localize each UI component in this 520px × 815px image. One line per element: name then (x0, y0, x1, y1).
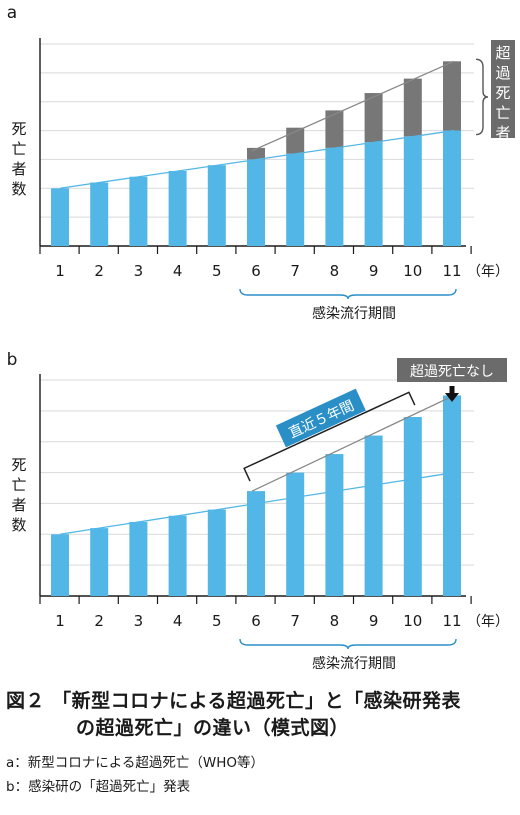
y-axis-label-char: 亡 (11, 476, 26, 494)
excess-label-box (491, 40, 515, 138)
epidemic-trend-line (251, 60, 455, 152)
figure-caption-title: 図２ 「新型コロナによる超過死亡」と「感染研発表 の超過死亡」の違い（模式図） (6, 688, 516, 742)
recent-years-bracket (243, 391, 416, 482)
bar (325, 454, 344, 596)
y-axis-label-char: 数 (11, 180, 26, 198)
bar (129, 176, 148, 246)
bar (364, 435, 383, 596)
bar (207, 165, 226, 246)
caption-note-a: a：新型コロナによる超過死亡（WHO等） (6, 755, 264, 771)
down-arrow-icon (445, 386, 459, 402)
bar (403, 417, 422, 596)
x-tick-label: 5 (212, 262, 222, 280)
bar (168, 515, 187, 596)
bar (207, 509, 226, 596)
x-tick-label: 6 (251, 262, 261, 280)
no-excess-label-box (397, 358, 507, 382)
bar (364, 142, 383, 246)
period-label: 感染流行期間 (312, 655, 396, 672)
excess-label-char: 超 (495, 44, 510, 62)
y-axis-label-char: 者 (11, 496, 26, 514)
x-tick-label: 3 (134, 262, 144, 280)
period-label: 感染流行期間 (312, 305, 396, 322)
x-tick-label: 7 (290, 262, 300, 280)
bar (325, 147, 344, 246)
baseline-trend-line (59, 471, 455, 535)
x-tick-label: 8 (330, 262, 340, 280)
bar (129, 521, 148, 596)
no-excess-label: 超過死亡なし (410, 364, 494, 380)
bar (90, 182, 109, 246)
excess-label-char: 亡 (495, 104, 510, 122)
bar (286, 153, 305, 246)
x-tick-label: 2 (94, 612, 104, 630)
x-tick-label: 10 (403, 262, 422, 280)
excess-label-char: 過 (495, 64, 510, 82)
x-tick-label: 11 (442, 262, 461, 280)
x-tick-label: 11 (442, 612, 461, 630)
period-brace (239, 288, 457, 300)
x-tick-label: 2 (94, 262, 104, 280)
bar (168, 170, 187, 246)
bar (247, 491, 265, 596)
x-tick-label: 9 (369, 612, 379, 630)
x-unit-label: （年） (467, 264, 509, 280)
epidemic-trend-line (251, 394, 455, 492)
excess-bar (247, 147, 265, 160)
recent-years-label-box (275, 388, 366, 448)
caption-title-line-2: の超過死亡」の違い（模式図） (76, 717, 350, 739)
x-tick-label: 1 (55, 612, 65, 630)
excess-label-char: 死 (495, 84, 510, 102)
excess-brace (475, 58, 489, 136)
y-axis-label-char: 者 (11, 160, 26, 178)
bar (286, 472, 305, 596)
bar (443, 130, 461, 246)
x-tick-label: 3 (134, 612, 144, 630)
excess-bar (364, 93, 383, 143)
x-tick-label: 8 (330, 612, 340, 630)
x-tick-label: 7 (290, 612, 300, 630)
panel-label: a (7, 3, 17, 23)
excess-label-char: 者 (495, 124, 510, 142)
x-tick-label: 10 (403, 612, 422, 630)
bar (247, 159, 265, 246)
x-tick-label: 6 (251, 612, 261, 630)
excess-bar (443, 61, 461, 131)
caption-note-b: b：感染研の「超過死亡」発表 (6, 779, 191, 795)
panel-label: b (7, 350, 18, 370)
bar (90, 528, 109, 596)
x-tick-label: 5 (212, 612, 222, 630)
x-tick-label: 1 (55, 262, 65, 280)
x-tick-label: 9 (369, 262, 379, 280)
bar (51, 534, 69, 596)
y-axis-label-char: 死 (11, 456, 26, 474)
y-axis-label-char: 亡 (11, 140, 26, 158)
x-tick-label: 4 (173, 612, 183, 630)
x-tick-label: 4 (173, 262, 183, 280)
bar (443, 395, 461, 596)
bar (403, 136, 422, 246)
bar (51, 188, 69, 246)
excess-bar (403, 78, 422, 137)
excess-bar (325, 110, 344, 148)
y-axis-label-char: 死 (11, 120, 26, 138)
x-unit-label: （年） (467, 614, 509, 630)
caption-title-line-1: 図２ 「新型コロナによる超過死亡」と「感染研発表 (6, 690, 462, 712)
baseline-trend-line (59, 129, 455, 189)
y-axis-label-char: 数 (11, 516, 26, 534)
period-brace (239, 638, 457, 650)
